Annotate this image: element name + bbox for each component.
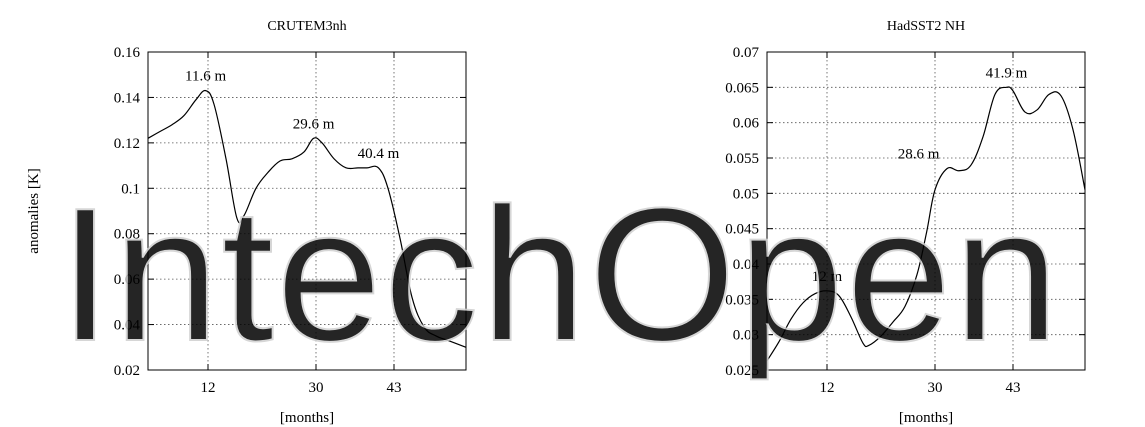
crutem-peak-annotation: 11.6 m	[185, 69, 226, 85]
hadsst-ytick-label: 0.055	[725, 151, 759, 167]
hadsst-xlabel: [months]	[899, 410, 953, 426]
chart-hadsst2-nh: 0.025 0.03 0.035 0.04 0.045 0.05 0.055 0.06 0.06…	[725, 19, 1086, 426]
crutem-ytick-label: 0.04	[114, 318, 141, 334]
hadsst-ytick-label: 0.03	[733, 328, 759, 344]
hadsst-ytick-label: 0.065	[725, 80, 759, 96]
crutem-xlabel: [months]	[280, 410, 334, 426]
hadsst-ytick-label: 0.035	[725, 292, 759, 308]
hadsst-ytick-label: 0.07	[733, 45, 760, 61]
hadsst-ytick-label: 0.045	[725, 222, 759, 238]
hadsst-peak-annotation: 41.9 m	[986, 65, 1028, 81]
crutem-ylabel: anomalies [K]	[26, 168, 42, 253]
hadsst-ytick-label: 0.05	[733, 186, 759, 202]
crutem-xtick-label: 12	[201, 380, 216, 396]
crutem-ytick-label: 0.1	[121, 181, 140, 197]
crutem-peak-annotation: 29.6 m	[293, 116, 335, 132]
crutem-series-line	[147, 89, 467, 348]
crutem-ytick-label: 0.02	[114, 363, 140, 379]
hadsst-ytick-label: 0.06	[733, 116, 760, 132]
crutem-plot-frame	[147, 51, 467, 371]
crutem-ytick-label: 0.16	[114, 45, 141, 61]
chart-crutem3nh: 0.02 0.04 0.06 0.08 0.1 0.12 0.14 0.16 12 30 43 CRU…	[26, 19, 467, 426]
crutem-ytick-label: 0.08	[114, 227, 140, 243]
hadsst-ytick-label: 0.04	[733, 257, 760, 273]
crutem-xtick-label: 43	[387, 380, 402, 396]
hadsst-xtick-label: 30	[928, 380, 943, 396]
hadsst-title: HadSST2 NH	[887, 19, 965, 34]
crutem-xtick-label: 30	[309, 380, 324, 396]
crutem-title: CRUTEM3nh	[267, 19, 346, 34]
hadsst-plot-frame	[766, 51, 1086, 371]
crutem-ytick-label: 0.06	[114, 272, 141, 288]
crutem-ytick-label: 0.12	[114, 136, 140, 152]
hadsst-xtick-label: 12	[820, 380, 835, 396]
hadsst-ytick-label: 0.025	[725, 363, 759, 379]
crutem-peak-annotation: 40.4 m	[358, 146, 400, 162]
hadsst-peak-annotation: 28.6 m	[898, 147, 940, 163]
hadsst-series-line	[766, 86, 1086, 362]
hadsst-peak-annotation: 12 m	[812, 269, 843, 285]
hadsst-xtick-label: 43	[1006, 380, 1021, 396]
crutem-ytick-label: 0.14	[114, 90, 141, 106]
